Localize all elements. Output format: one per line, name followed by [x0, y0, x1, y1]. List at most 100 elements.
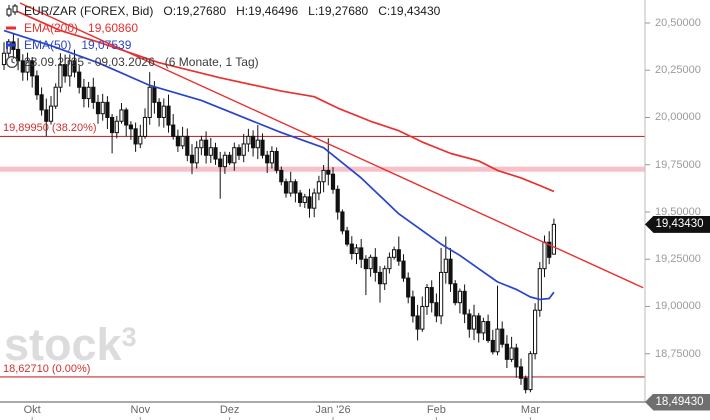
candle-down — [16, 48, 21, 62]
x-axis-label: Feb — [426, 404, 446, 416]
x-axis-label: Mar — [520, 404, 540, 416]
candle-down — [175, 135, 181, 147]
candle-down — [490, 339, 495, 353]
legend-ema200-row[interactable]: EMA(200) 19,60860 — [4, 19, 440, 36]
candle-down — [283, 181, 289, 194]
ema50-line[interactable] — [3, 29, 555, 301]
candle-down — [279, 169, 284, 183]
x-axis-label: Jan '26 — [315, 404, 351, 416]
candle-up — [1, 52, 7, 66]
candle-up — [241, 143, 246, 156]
candle-down — [547, 241, 552, 258]
candle-up — [222, 154, 228, 168]
candle-down — [260, 139, 265, 156]
legend-daterange-row: 23.09.2025 - 09.03.2026 (6 Monate, 1 Tag… — [4, 53, 440, 70]
candle-down — [293, 181, 298, 194]
candle-down — [500, 328, 505, 345]
candle-up — [180, 135, 185, 147]
candle-down — [373, 256, 378, 273]
candle-down — [298, 192, 303, 204]
candle-down — [185, 135, 190, 156]
candle-up — [58, 64, 63, 88]
candle-down — [110, 116, 115, 134]
ema200-line[interactable] — [13, 8, 555, 193]
watermark-sup: 3 — [121, 322, 137, 352]
candle-down — [39, 94, 44, 111]
candle-down — [377, 271, 383, 285]
candle-up — [481, 321, 486, 334]
candle-down — [236, 147, 242, 156]
period-label: (6 Monate, 1 Tag) — [164, 54, 259, 69]
candle-up — [471, 315, 477, 330]
high-label: H: — [236, 3, 249, 18]
candle-up — [67, 60, 72, 77]
candle-down — [30, 60, 35, 77]
candle-up — [316, 181, 321, 194]
candle-up — [528, 353, 533, 391]
candle-down — [429, 287, 434, 304]
candle-down — [462, 290, 467, 315]
candle-down — [77, 71, 82, 88]
y-axis-label: 19,50000 — [655, 205, 701, 218]
candle-down — [213, 147, 218, 160]
candle-down — [345, 230, 350, 245]
candle-down — [91, 86, 96, 103]
candle-down — [72, 60, 77, 73]
y-axis-label: 18,75000 — [655, 347, 701, 360]
date-range: 23.09.2025 - 09.03.2026 — [24, 54, 155, 69]
candle-down — [363, 258, 368, 270]
candle-down — [34, 75, 39, 96]
open-label: O: — [163, 3, 177, 18]
watermark-text: stock — [4, 319, 122, 370]
candle-down — [95, 101, 101, 115]
candle-down — [227, 154, 232, 164]
candle-down — [504, 343, 509, 360]
candle-up — [321, 169, 326, 183]
candle-up — [255, 139, 260, 149]
candle-up — [495, 328, 500, 353]
candle-up — [439, 271, 444, 317]
axis-min-badge: 18,49430 — [645, 393, 710, 411]
legend-ema50-row[interactable]: EMA(50) 19,07539 — [4, 36, 440, 53]
ema200-line-icon — [4, 25, 20, 31]
candle-up — [232, 147, 237, 164]
candle-up — [194, 147, 199, 164]
candle-down — [20, 60, 25, 73]
low-label: L: — [308, 3, 319, 18]
low-value: 19,27680 — [318, 3, 369, 18]
candle-down — [251, 135, 256, 149]
y-axis-label: 19,00000 — [655, 300, 701, 313]
candle-down — [124, 109, 129, 126]
candle-up — [269, 150, 274, 164]
close-label: C: — [378, 3, 391, 18]
candle-up — [420, 305, 425, 330]
x-axis-label: Nov — [130, 404, 151, 416]
candle-up — [114, 120, 119, 134]
ema50-label: EMA(50) — [24, 37, 72, 52]
candle-down — [396, 249, 401, 262]
candle-up — [199, 139, 204, 149]
close-value: 19,43430 — [390, 3, 441, 18]
candle-up — [138, 135, 143, 145]
candle-down — [406, 277, 411, 298]
symbol-title: EUR/ZAR (FOREX, Bid) — [24, 3, 154, 18]
ema200-value: 19,60860 — [88, 20, 139, 35]
candle-up — [382, 268, 387, 285]
candle-down — [359, 247, 364, 260]
x-axis-label: Okt — [23, 404, 41, 416]
candle-up — [100, 101, 105, 115]
candle-up — [368, 256, 373, 270]
candle-down — [476, 315, 481, 334]
legend-symbol-row[interactable]: EUR/ZAR (FOREX, Bid) O: 19,27680 H: 19,464… — [4, 2, 440, 19]
ema50-value: 19,07539 — [81, 37, 132, 52]
candle-down — [514, 347, 519, 368]
candle-up — [119, 109, 124, 122]
candle-down — [410, 296, 415, 317]
candle-down — [152, 86, 157, 103]
y-axis-label: 20,25000 — [655, 64, 701, 77]
candle-up — [392, 249, 397, 258]
candle-down — [105, 101, 110, 118]
y-axis-label: 19,75000 — [655, 158, 701, 171]
candle-up — [86, 86, 91, 100]
